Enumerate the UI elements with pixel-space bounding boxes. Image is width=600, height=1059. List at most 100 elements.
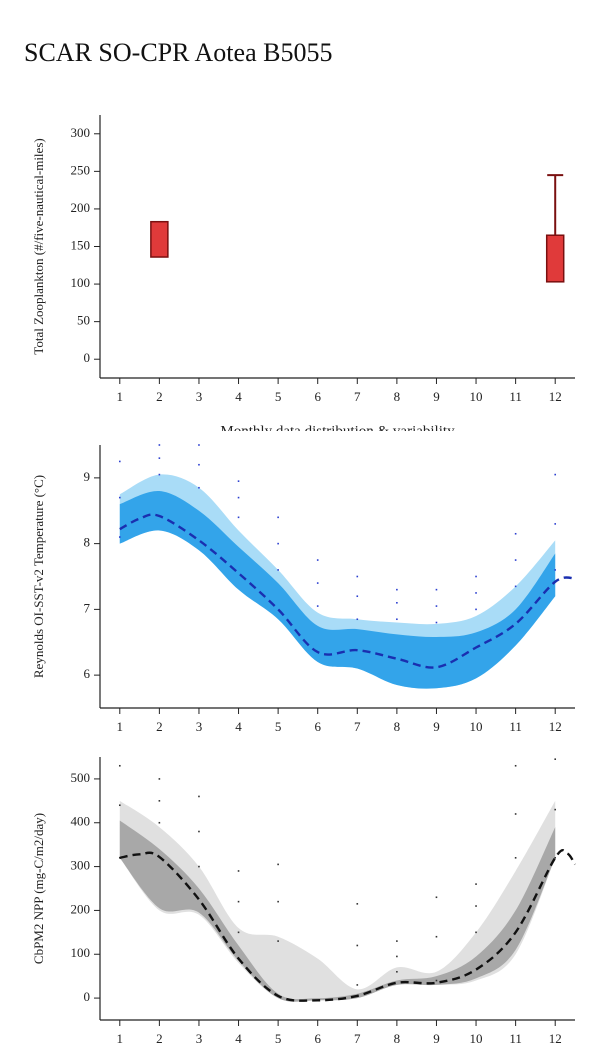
data-point [514,764,517,767]
x-tick-label: 7 [354,389,361,404]
data-point [475,592,477,594]
data-point [514,559,517,561]
data-point [356,944,359,947]
data-point [356,903,359,905]
x-tick-label: 2 [156,719,163,734]
data-point [475,931,477,934]
data-point [158,800,161,802]
band [119,490,556,689]
band [119,474,556,689]
y-tick-label: 50 [77,313,90,328]
page-title: SCAR SO-CPR Aotea B5055 [24,38,332,67]
y-tick-label: 300 [71,858,91,873]
data-point [277,940,279,942]
data-point [198,486,200,489]
data-point [514,585,517,588]
y-tick-label: 150 [71,237,91,252]
data-point [396,602,398,604]
y-tick-label: 200 [71,200,91,215]
data-point [237,931,240,934]
data-point [277,900,279,903]
data-point [356,618,359,621]
y-tick-label: 6 [84,666,91,681]
label-mask [0,431,600,445]
y-tick-label: 200 [71,901,91,916]
data-point [118,460,121,463]
data-point [158,778,161,780]
data-point [435,605,438,607]
x-tick-label: 9 [433,1031,440,1046]
data-point [277,542,279,545]
data-point [237,516,240,519]
x-tick-label: 11 [509,389,522,404]
data-point [554,523,557,525]
x-tick-label: 8 [394,389,401,404]
x-tick-label: 12 [549,719,562,734]
x-tick-label: 10 [470,1031,483,1046]
data-point [316,605,319,607]
x-tick-label: 5 [275,389,282,404]
y-tick-label: 7 [84,600,91,615]
x-tick-label: 1 [117,1031,124,1046]
data-point [396,970,398,973]
data-point [118,536,121,538]
x-tick-label: 12 [549,1031,562,1046]
y-axis-label: Reynolds OI-SST-v2 Temperature (°C) [31,475,46,678]
data-point [435,621,438,624]
x-tick-label: 11 [509,1031,522,1046]
data-point [435,935,438,938]
data-point [198,830,200,833]
x-tick-label: 4 [235,1031,242,1046]
mean-line [119,849,577,1002]
data-point [198,865,200,868]
x-tick-label: 6 [314,389,321,404]
data-point [554,758,557,760]
x-tick-label: 5 [275,1031,282,1046]
data-point [475,905,477,907]
data-point [237,900,240,903]
x-tick-label: 1 [117,719,124,734]
x-tick-label: 4 [235,719,242,734]
y-tick-label: 0 [84,989,91,1004]
data-point [396,618,398,621]
data-point [435,979,438,982]
x-tick-label: 4 [235,389,242,404]
box [150,220,169,258]
y-tick-label: 9 [84,469,91,484]
data-point [475,883,477,885]
data-point [396,940,398,942]
data-point [356,575,359,578]
data-point [475,608,477,611]
x-tick-label: 8 [394,719,401,734]
data-point [554,857,557,859]
x-tick-label: 3 [196,1031,203,1046]
data-point [158,473,161,476]
data-point [198,444,200,446]
y-axis-label: CbPM2 NPP (mg-C/m2/day) [31,813,46,964]
x-tick-label: 6 [314,719,321,734]
data-point [277,863,279,866]
band [119,820,556,1002]
data-point [316,559,319,561]
data-point [237,496,240,499]
y-axis-label: Total Zooplankton (#/five-nautical-miles… [31,138,46,354]
data-point [158,821,161,824]
data-point [514,813,517,815]
data-point [514,857,517,859]
mean-line [119,513,576,669]
data-point [475,575,477,578]
data-point [237,870,240,872]
data-point [435,588,438,591]
data-point [554,473,557,476]
data-point [198,463,200,466]
y-tick-label: 400 [71,814,91,829]
y-tick-label: 250 [71,162,91,177]
data-point [435,896,438,899]
y-tick-label: 100 [71,945,91,960]
x-tick-label: 10 [470,719,483,734]
data-point [356,984,359,986]
